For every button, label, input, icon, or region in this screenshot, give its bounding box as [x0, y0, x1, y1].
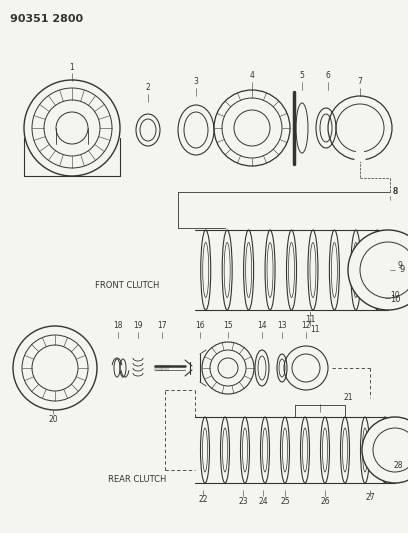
Text: 24: 24 — [258, 497, 268, 506]
Text: 1: 1 — [70, 62, 74, 71]
Text: 10: 10 — [390, 290, 400, 300]
Text: 22: 22 — [198, 496, 208, 505]
Text: 14: 14 — [257, 321, 267, 330]
Text: 20: 20 — [48, 416, 58, 424]
Text: 25: 25 — [280, 497, 290, 506]
Text: 11: 11 — [310, 326, 320, 335]
Circle shape — [202, 342, 254, 394]
Text: REAR CLUTCH: REAR CLUTCH — [108, 475, 166, 484]
Text: 3: 3 — [193, 77, 198, 86]
Text: 10: 10 — [390, 295, 400, 304]
Text: 15: 15 — [223, 321, 233, 330]
Text: 6: 6 — [326, 71, 330, 80]
Text: 11: 11 — [305, 316, 315, 325]
Text: 17: 17 — [157, 321, 167, 330]
Text: 21: 21 — [343, 393, 353, 402]
Text: FRONT CLUTCH: FRONT CLUTCH — [95, 280, 160, 289]
Text: 18: 18 — [113, 321, 123, 330]
Text: 26: 26 — [320, 497, 330, 506]
Text: 16: 16 — [195, 321, 205, 330]
Text: 12: 12 — [301, 321, 311, 330]
Text: 9: 9 — [397, 261, 402, 270]
Text: 5: 5 — [299, 71, 304, 80]
Text: 9: 9 — [399, 265, 405, 274]
Text: 8: 8 — [392, 188, 397, 197]
Text: 23: 23 — [238, 497, 248, 506]
Circle shape — [362, 417, 408, 483]
Text: 19: 19 — [133, 321, 143, 330]
Wedge shape — [354, 128, 366, 162]
Text: 90351 2800: 90351 2800 — [10, 14, 83, 24]
Text: 4: 4 — [250, 71, 255, 80]
Text: 8: 8 — [392, 188, 398, 197]
Text: 2: 2 — [146, 84, 151, 93]
Text: 13: 13 — [277, 321, 287, 330]
Text: 28: 28 — [393, 461, 403, 470]
Text: 7: 7 — [357, 77, 362, 86]
Circle shape — [348, 230, 408, 310]
Text: 27: 27 — [365, 494, 375, 503]
